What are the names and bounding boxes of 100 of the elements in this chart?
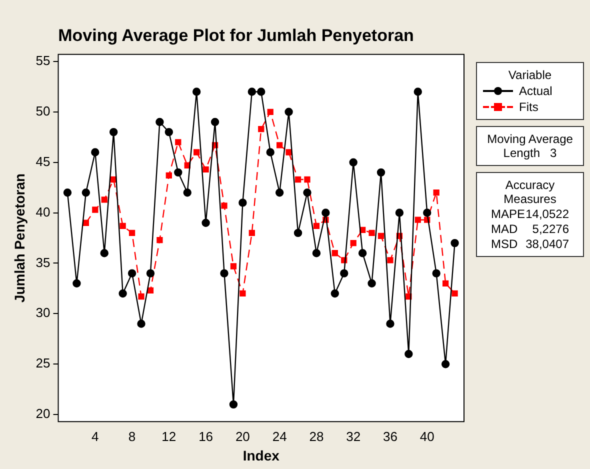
point [120,222,126,229]
point [202,218,210,227]
text: MSD [491,237,518,251]
point [340,269,348,278]
point [221,202,228,209]
y-tick-label: 55 [36,53,50,68]
point [192,88,201,96]
point [248,88,256,96]
point [414,216,421,223]
point [312,249,321,258]
point [240,290,246,297]
point [368,230,375,236]
text: 14,0522 [526,207,569,221]
point [118,289,127,298]
point [404,350,413,358]
point [248,230,255,236]
point [266,148,274,156]
point [441,360,450,368]
legend-label: Actual [519,84,552,98]
y-tick-label: 40 [36,204,50,220]
x-tick-label: 28 [309,428,324,444]
point [294,228,302,238]
point [286,149,292,156]
point [304,176,310,183]
point [322,208,330,217]
point [137,320,146,328]
y-tick-label: 50 [36,103,50,118]
x-tick-label: 12 [162,428,176,444]
x-tick-label: 8 [128,428,136,444]
point [294,176,302,183]
x-tick-label: 24 [272,428,287,444]
point [452,290,458,297]
point [91,148,100,156]
x-tick-label: 4 [92,428,99,444]
point [303,188,312,197]
point [220,269,228,278]
point [267,108,274,115]
point [146,269,155,278]
point [332,250,338,256]
point [230,263,237,270]
point [423,208,432,217]
point [156,118,164,126]
point [156,236,163,244]
text: MAPE [491,207,526,221]
point [82,220,89,226]
point [109,128,118,136]
x-tick-label: 16 [198,428,214,444]
point [194,149,200,156]
point [100,249,108,258]
x-tick-label: 20 [235,428,250,444]
point [276,142,283,148]
y-tick-label: 45 [36,154,50,169]
point [175,139,182,146]
point [433,190,440,196]
point [376,168,386,177]
point [432,269,440,278]
point [284,108,293,116]
point [349,158,358,166]
x-axis-title: Index [242,447,280,464]
point [358,249,367,258]
text: 38,0407 [526,237,569,251]
point [450,238,459,248]
point [350,240,356,246]
y-tick-label: 35 [36,254,50,270]
y-axis-title: Jumlah Penyetoran [11,173,28,303]
point [229,400,238,409]
point [368,279,376,288]
text: MAD [491,222,518,236]
point [174,168,182,177]
x-tick-label: 36 [382,428,398,444]
point [147,287,154,294]
text: Length 3 [502,146,558,160]
point [275,188,284,197]
text: Accuracy Measures [502,178,558,206]
point [63,188,72,197]
text: Moving Average [486,132,574,146]
point [210,118,220,126]
point [128,269,136,278]
point [202,166,209,172]
x-tick-label: 32 [346,428,361,444]
point [378,232,384,240]
y-tick-label: 30 [36,305,50,320]
y-tick-label: 20 [36,406,50,422]
point [386,320,394,328]
point [82,188,90,197]
chart-title: Moving Average Plot for Jumlah Penyetoran [58,26,414,45]
point [183,188,192,197]
point [238,198,247,207]
point [258,126,264,132]
legend-label: Fits [519,100,538,114]
point [395,208,404,217]
point [101,196,108,203]
point [414,88,422,96]
point [330,289,339,298]
y-tick-label: 25 [36,356,50,371]
point [138,293,144,300]
point [257,88,266,96]
point [442,280,449,286]
text: 5,2276 [532,222,569,236]
point [313,222,320,229]
